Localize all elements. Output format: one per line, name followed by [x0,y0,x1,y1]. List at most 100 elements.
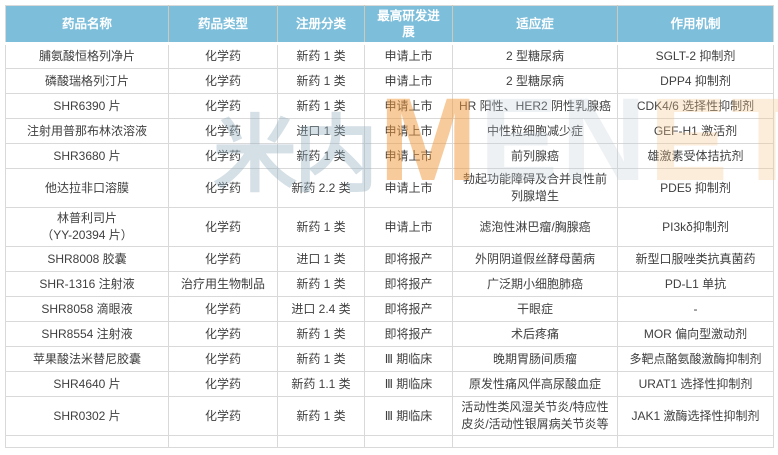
cell-reg-class: 新药 1 类 [277,207,365,247]
cell-reg-class: 新药 1 类 [277,271,365,297]
cell-empty [5,435,169,448]
table-row: SHR6390 片化学药 新药 1 类申请上市 HR 阳性、HER2 阴性乳腺癌 CD… [5,93,774,119]
cell-name: 脯氨酸恒格列净片 [5,43,169,69]
cell-indication: 原发性痛风伴高尿酸血症 [452,371,618,397]
cell-name: SHR3680 片 [5,143,169,169]
cell-reg-class: 进口 1 类 [277,118,365,144]
cell-type: 化学药 [168,346,278,372]
cell-type: 化学药 [168,246,278,272]
cell-progress: 申请上市 [364,118,453,144]
cell-name: 林普利司片 （YY-20394 片） [5,207,169,247]
cell-indication: 外阴阴道假丝酵母菌病 [452,246,618,272]
cell-reg-class: 新药 1 类 [277,93,365,119]
column-header-mechanism: 作用机制 [617,5,774,45]
cell-name: SHR8058 滴眼液 [5,296,169,322]
cell-mechanism: MOR 偏向型激动剂 [617,321,774,347]
cell-progress: 申请上市 [364,68,453,94]
cell-progress: 即将报产 [364,271,453,297]
cell-progress: 申请上市 [364,207,453,247]
cell-indication: 晚期胃肠间质瘤 [452,346,618,372]
cell-mechanism: PI3kδ抑制剂 [617,207,774,247]
cell-indication: 广泛期小细胞肺癌 [452,271,618,297]
cell-reg-class: 新药 1.1 类 [277,371,365,397]
cell-indication: 中性粒细胞减少症 [452,118,618,144]
cell-empty [452,435,618,448]
table-row: 注射用普那布林浓溶液 化学药 进口 1 类申请上市 中性粒细胞减少症 GEF-H1 激活… [5,118,774,144]
cell-type: 化学药 [168,118,278,144]
cell-reg-class: 新药 1 类 [277,68,365,94]
cell-progress: 申请上市 [364,143,453,169]
table-row: 他达拉非口溶膜 化学药 新药 2.2 类申请上市 勃起功能障碍及合并良性前列腺增生 PD… [5,168,774,208]
cell-reg-class: 进口 2.4 类 [277,296,365,322]
cell-mechanism: JAK1 激酶选择性抑制剂 [617,396,774,436]
cell-indication: HR 阳性、HER2 阴性乳腺癌 [452,93,618,119]
cell-indication: 2 型糖尿病 [452,43,618,69]
cell-type: 化学药 [168,371,278,397]
table-row: SHR8008 胶囊 化学药 进口 1 类即将报产 外阴阴道假丝酵母菌病 新型口服唑类抗… [5,246,774,272]
cell-mechanism: 新型口服唑类抗真菌药 [617,246,774,272]
cell-indication: 2 型糖尿病 [452,68,618,94]
cell-mechanism: PDE5 抑制剂 [617,168,774,208]
table-row: SHR8554 注射液 化学药 新药 1 类即将报产 术后疼痛 MOR 偏向型激动剂 [5,321,774,347]
cell-indication: 干眼症 [452,296,618,322]
cell-mechanism: - [617,296,774,322]
column-header-reg-class: 注册分类 [277,5,365,45]
table-row-partial [5,435,774,448]
cell-reg-class: 新药 1 类 [277,396,365,436]
cell-empty [277,435,365,448]
table-body: 脯氨酸恒格列净片 化学药 新药 1 类申请上市 2 型糖尿病 SGLT-2 抑制剂 磷酸瑞… [5,43,774,448]
cell-mechanism: URAT1 选择性抑制剂 [617,371,774,397]
table-row: SHR3680 片化学药 新药 1 类申请上市 前列腺癌 雄激素受体拮抗剂 [5,143,774,169]
cell-indication: 勃起功能障碍及合并良性前列腺增生 [452,168,618,208]
table-row: 林普利司片 （YY-20394 片） 化学药 新药 1 类申请上市 滤泡性淋巴瘤/胸腺… [5,207,774,247]
cell-name: SHR-1316 注射液 [5,271,169,297]
cell-progress: Ⅲ 期临床 [364,371,453,397]
cell-progress: 申请上市 [364,93,453,119]
cell-mechanism: PD-L1 单抗 [617,271,774,297]
cell-reg-class: 进口 1 类 [277,246,365,272]
cell-progress: 申请上市 [364,43,453,69]
cell-empty [364,435,453,448]
cell-type: 化学药 [168,396,278,436]
cell-progress: Ⅲ 期临床 [364,346,453,372]
cell-type: 化学药 [168,43,278,69]
cell-reg-class: 新药 2.2 类 [277,168,365,208]
drug-pipeline-table: 药品名称 药品类型 注册分类 最高研发进展 适应症 作用机制 脯氨酸恒格列净片化… [5,5,774,448]
cell-mechanism: GEF-H1 激活剂 [617,118,774,144]
cell-type: 化学药 [168,68,278,94]
cell-name: SHR8554 注射液 [5,321,169,347]
cell-type: 化学药 [168,143,278,169]
cell-empty [617,435,774,448]
cell-indication: 活动性类风湿关节炎/特应性皮炎/活动性银屑病关节炎等 [452,396,618,436]
cell-name: SHR8008 胶囊 [5,246,169,272]
table-row: 磷酸瑞格列汀片 化学药 新药 1 类申请上市 2 型糖尿病 DPP4 抑制剂 [5,68,774,94]
cell-indication: 滤泡性淋巴瘤/胸腺癌 [452,207,618,247]
cell-reg-class: 新药 1 类 [277,143,365,169]
cell-reg-class: 新药 1 类 [277,43,365,69]
table-row: SHR8058 滴眼液 化学药 进口 2.4 类即将报产 干眼症 - [5,296,774,322]
cell-name: 磷酸瑞格列汀片 [5,68,169,94]
cell-reg-class: 新药 1 类 [277,321,365,347]
cell-type: 化学药 [168,207,278,247]
cell-reg-class: 新药 1 类 [277,346,365,372]
cell-empty [168,435,278,448]
cell-mechanism: 雄激素受体拮抗剂 [617,143,774,169]
cell-progress: 即将报产 [364,296,453,322]
column-header-indication: 适应症 [452,5,618,45]
cell-type: 化学药 [168,168,278,208]
cell-name: SHR4640 片 [5,371,169,397]
cell-name: 注射用普那布林浓溶液 [5,118,169,144]
cell-name: 他达拉非口溶膜 [5,168,169,208]
cell-type: 化学药 [168,321,278,347]
cell-progress: 申请上市 [364,168,453,208]
cell-progress: 即将报产 [364,321,453,347]
cell-mechanism: 多靶点酪氨酸激酶抑制剂 [617,346,774,372]
cell-progress: Ⅲ 期临床 [364,396,453,436]
table-header-row: 药品名称 药品类型 注册分类 最高研发进展 适应症 作用机制 [5,5,774,45]
column-header-drug-type: 药品类型 [168,5,278,45]
cell-name: SHR6390 片 [5,93,169,119]
cell-type: 治疗用生物制品 [168,271,278,297]
